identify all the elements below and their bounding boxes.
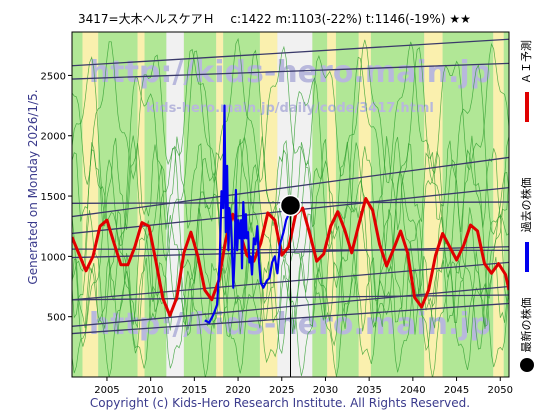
- y-tick-label: 2000: [41, 132, 66, 143]
- legend-swatch: [520, 358, 534, 372]
- background-band: [216, 32, 224, 377]
- x-axis: 2005 2010 2015 2020 2025 2030 2035 2040 2045 2050: [94, 377, 513, 396]
- x-tick-label: 2010: [138, 385, 163, 396]
- background-band: [72, 32, 83, 377]
- x-tick-label: 2040: [400, 385, 425, 396]
- trend-line: [72, 156, 509, 218]
- y-axis: 500 1000 1500 2000 2500: [41, 71, 72, 324]
- price-series: [72, 104, 509, 324]
- y-tick-label: 500: [47, 313, 66, 324]
- x-tick-label: 2050: [488, 385, 513, 396]
- prediction-line: [72, 197, 509, 317]
- copyright-footer: Copyright (c) Kids-Hero Research Institu…: [89, 396, 471, 410]
- background-band: [259, 32, 278, 377]
- background-band: [503, 32, 509, 377]
- background-band: [442, 32, 494, 377]
- trend-line: [72, 62, 509, 80]
- current-price-marker-group: [279, 194, 302, 377]
- legend-item: 最新の株価: [519, 298, 534, 372]
- legend-item: ＡＩ予測: [519, 40, 533, 122]
- watermark-main: http://kids-hero.main.jp: [89, 55, 491, 90]
- background-band: [493, 32, 504, 377]
- chart-title: 3417=大木ヘルスケアＨ c:1422 m:1103(-22%) t:1146…: [78, 12, 471, 26]
- plot-frame: [71, 31, 510, 378]
- background-band: [327, 32, 336, 377]
- background-band: [137, 32, 145, 377]
- x-tick-label: 2030: [313, 385, 338, 396]
- x-tick-label: 2045: [444, 385, 469, 396]
- background-band: [370, 32, 425, 377]
- x-tick-label: 2015: [182, 385, 207, 396]
- background-band: [82, 32, 99, 377]
- current-price-marker: [279, 194, 302, 217]
- legend-label: 最新の株価: [519, 298, 533, 353]
- x-tick-label: 2005: [94, 385, 119, 396]
- y-tick-label: 1000: [41, 252, 66, 263]
- y-tick-label: 2500: [41, 71, 66, 82]
- trend-line: [72, 38, 509, 67]
- x-tick-label: 2020: [225, 385, 250, 396]
- y-tick-label: 1500: [41, 192, 66, 203]
- legend-label: 過去の株価: [519, 178, 533, 233]
- indicator-wave: [72, 37, 509, 185]
- history-line: [204, 104, 292, 324]
- legend-label: ＡＩ予測: [519, 40, 533, 84]
- x-tick-label: 2035: [356, 385, 381, 396]
- legend-item: 過去の株価: [519, 178, 533, 272]
- x-tick-label: 2025: [269, 385, 294, 396]
